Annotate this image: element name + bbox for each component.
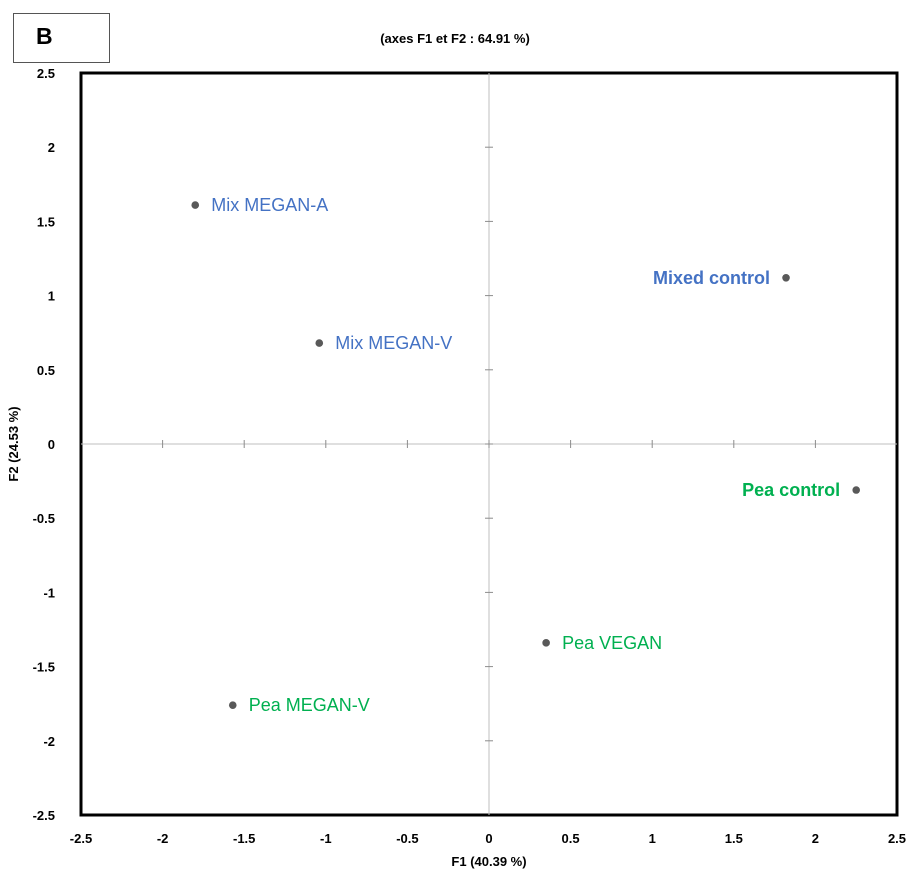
x-tick-label: -2 — [157, 831, 169, 846]
data-point — [542, 639, 550, 647]
y-tick-label: -1 — [43, 585, 55, 600]
y-tick-label: 1 — [48, 289, 55, 304]
data-point-label: Mixed control — [653, 268, 770, 288]
x-tick-label: -2.5 — [70, 831, 92, 846]
chart-title: (axes F1 et F2 : 64.91 %) — [380, 31, 530, 46]
x-tick-label: 1 — [649, 831, 656, 846]
y-tick-label: -1.5 — [33, 660, 55, 675]
x-tick-label: 1.5 — [725, 831, 743, 846]
y-axis-title: F2 (24.53 %) — [6, 406, 21, 481]
y-tick-label: -2.5 — [33, 808, 55, 823]
x-tick-label: -1 — [320, 831, 332, 846]
data-point-label: Pea VEGAN — [562, 633, 662, 653]
panel-letter: B — [36, 23, 53, 49]
y-tick-label: 2.5 — [37, 66, 55, 81]
data-point-label: Mix MEGAN-V — [335, 333, 452, 353]
data-point — [191, 201, 200, 209]
y-tick-label: -2 — [43, 734, 55, 749]
x-tick-label: 0 — [485, 831, 492, 846]
panel-label-box: B — [13, 13, 110, 63]
data-point-label: Pea control — [742, 480, 840, 500]
x-tick-label: 0.5 — [562, 831, 580, 846]
y-tick-label: -0.5 — [33, 511, 55, 526]
points-layer: Mix MEGAN-A Mixed control Mix MEGAN-V Pea c… — [191, 195, 860, 715]
data-point — [228, 701, 237, 709]
data-point-label: Mix MEGAN-A — [211, 195, 328, 215]
x-tick-label: -0.5 — [396, 831, 418, 846]
x-tick-label: 2.5 — [888, 831, 906, 846]
data-point — [852, 486, 860, 494]
x-axis-title: F1 (40.39 %) — [451, 854, 526, 869]
y-tick-label: 0.5 — [37, 363, 55, 378]
y-tick-label: 1.5 — [37, 214, 55, 229]
data-point-label: Pea MEGAN-V — [249, 695, 370, 715]
x-tick-label: 2 — [812, 831, 819, 846]
data-point — [315, 339, 324, 347]
x-tick-label: -1.5 — [233, 831, 255, 846]
y-tick-label: 0 — [48, 437, 55, 452]
data-point — [782, 273, 790, 282]
y-tick-label: 2 — [48, 140, 55, 155]
axes-layer: -2.5 -2 -1.5 -1 -0.5 0 0.5 1 1.5 2 2.5 -2.5 -2 -1.5 -1… — [33, 66, 906, 846]
